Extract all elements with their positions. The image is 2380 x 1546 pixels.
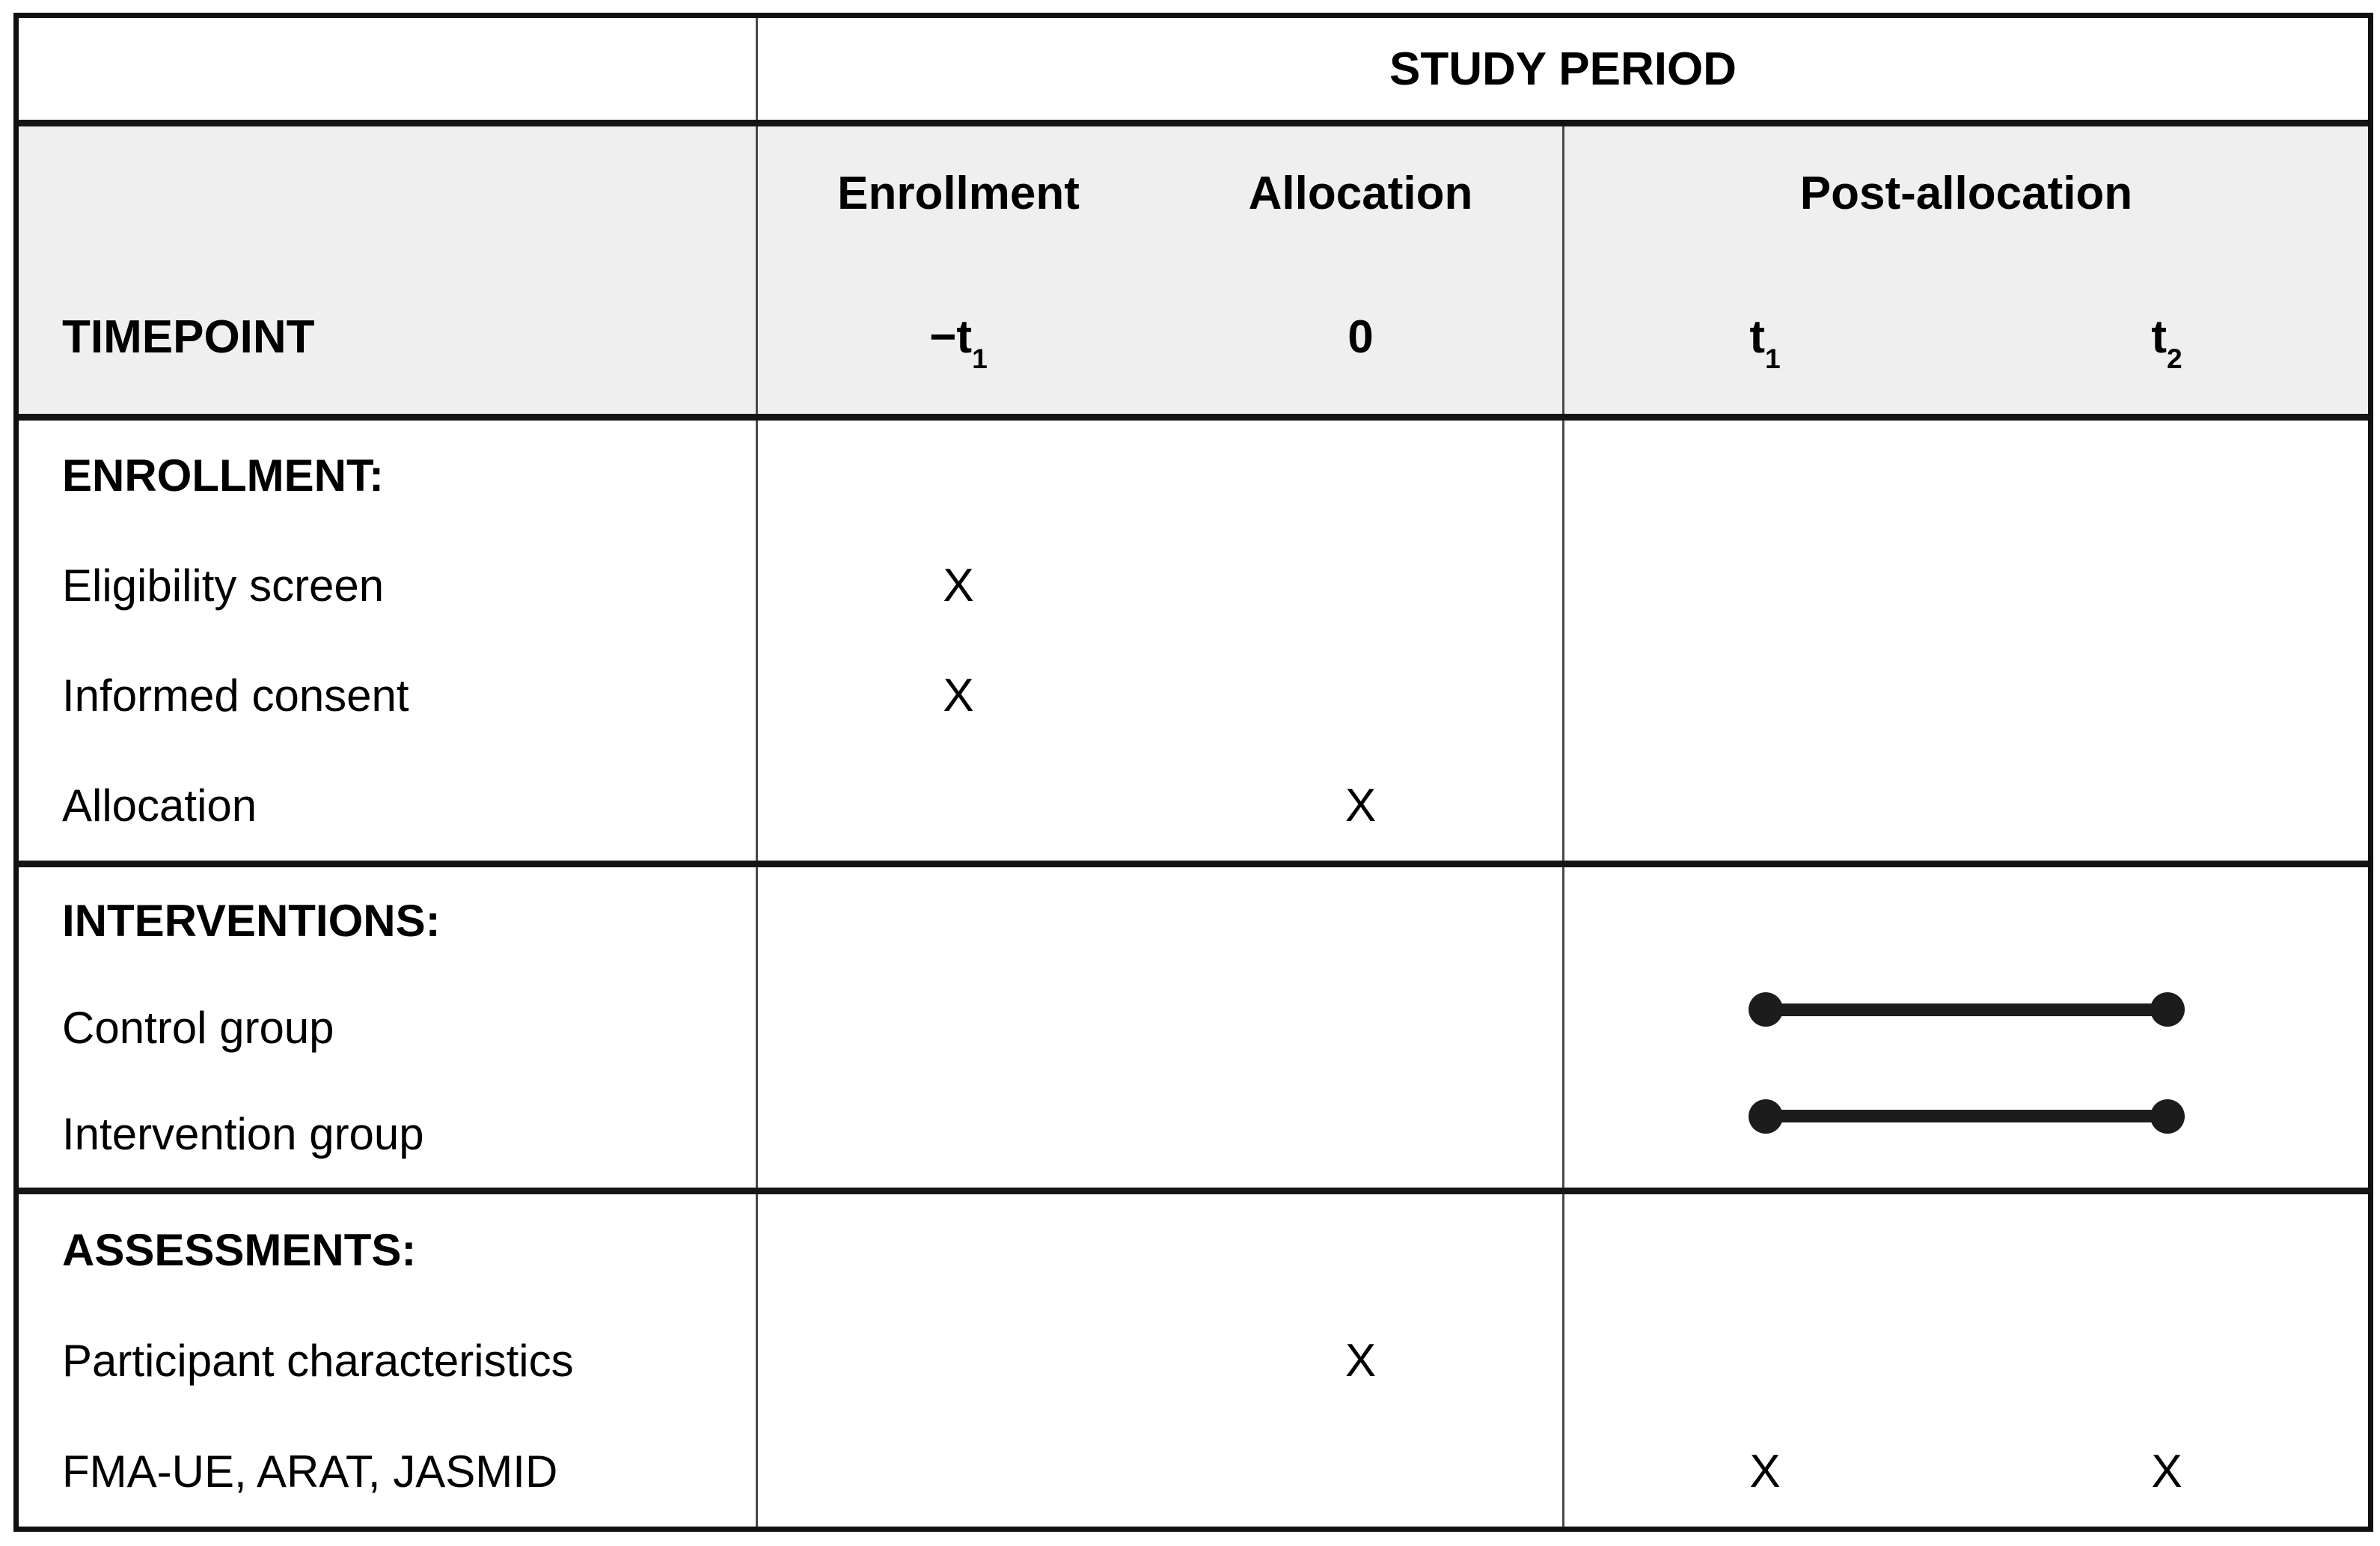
section-interventions: INTERVENTIONS: Control group Interventio… bbox=[19, 867, 2368, 1194]
empty-cell bbox=[756, 1081, 1562, 1188]
column-group-enrollment: Enrollment bbox=[756, 126, 1159, 260]
timepoint-value: t2 bbox=[2151, 311, 2182, 375]
timepoint-row-label: TIMEPOINT bbox=[62, 311, 315, 363]
timepoint-t2: t2 bbox=[1966, 260, 2368, 414]
empty-cell bbox=[1562, 1194, 2368, 1305]
mark-cell bbox=[1159, 641, 1562, 751]
mark-cell bbox=[756, 1305, 1159, 1416]
x-mark-cell: X bbox=[1345, 780, 1377, 831]
row-label-outcome-measures: FMA-UE, ARAT, JASMID bbox=[62, 1446, 558, 1497]
row-label-participant-characteristics: Participant characteristics bbox=[62, 1335, 574, 1386]
row-label-informed-consent: Informed consent bbox=[62, 670, 409, 721]
timepoint-value: t1 bbox=[1749, 311, 1781, 375]
x-mark-cell: X bbox=[2151, 1445, 2182, 1497]
header-empty-cell bbox=[19, 126, 756, 260]
mark-cell bbox=[756, 1416, 1159, 1527]
mark-cell bbox=[1159, 531, 1562, 641]
empty-cell bbox=[756, 867, 1562, 974]
mark-cell bbox=[1562, 751, 1966, 861]
x-mark-cell: X bbox=[756, 641, 1159, 751]
control-group-period-cell bbox=[1562, 974, 2368, 1081]
empty-cell bbox=[756, 1194, 1562, 1305]
x-mark-cell: X bbox=[1562, 1416, 1966, 1527]
study-period-header: STUDY PERIOD bbox=[756, 18, 2368, 120]
mark-cell bbox=[1159, 1416, 1562, 1527]
duration-bar-t1-t2 bbox=[1765, 1110, 2168, 1122]
section-header-interventions: INTERVENTIONS: bbox=[62, 896, 441, 946]
mark-cell bbox=[756, 751, 1159, 861]
timepoint-zero: 0 bbox=[1159, 260, 1562, 414]
mark-cell bbox=[1966, 531, 2368, 641]
timepoint-value: −t1 bbox=[929, 311, 988, 375]
timepoint-minus-t1: −t1 bbox=[756, 260, 1159, 414]
section-assessments: ASSESSMENTS: Participant characteristics… bbox=[19, 1194, 2368, 1527]
mark-cell bbox=[1562, 1305, 1966, 1416]
timepoint-value: 0 bbox=[1347, 311, 1374, 363]
empty-cell bbox=[1562, 421, 2368, 531]
mark-cell bbox=[1562, 531, 1966, 641]
intervention-group-period-cell bbox=[1562, 1081, 2368, 1188]
timepoint-t1: t1 bbox=[1562, 260, 1966, 414]
row-label-control-group: Control group bbox=[62, 1002, 334, 1053]
duration-bar-t1-t2 bbox=[1765, 1003, 2168, 1016]
section-header-enrollment: ENROLLMENT: bbox=[62, 450, 384, 501]
row-label-allocation: Allocation bbox=[62, 780, 257, 831]
empty-cell bbox=[756, 421, 1562, 531]
x-mark-cell: X bbox=[1345, 1334, 1377, 1387]
section-header-assessments: ASSESSMENTS: bbox=[62, 1224, 417, 1275]
corner-empty-cell bbox=[19, 18, 756, 120]
column-group-allocation: Allocation bbox=[1248, 167, 1473, 219]
schedule-table: STUDY PERIOD Enrollment Allocation Post-… bbox=[13, 13, 2373, 1532]
header-band: Enrollment Allocation Post-allocation TI… bbox=[19, 126, 2368, 421]
row-label-intervention-group: Intervention group bbox=[62, 1109, 424, 1159]
mark-cell bbox=[1562, 641, 1966, 751]
study-period-row: STUDY PERIOD bbox=[19, 18, 2368, 126]
mark-cell bbox=[1966, 641, 2368, 751]
row-label-eligibility-screen: Eligibility screen bbox=[62, 560, 385, 611]
empty-cell bbox=[1562, 867, 2368, 974]
section-enrollment: ENROLLMENT: Eligibility screen X Informe… bbox=[19, 421, 2368, 867]
empty-cell bbox=[756, 974, 1562, 1081]
mark-cell bbox=[1966, 1305, 2368, 1416]
x-mark-cell: X bbox=[756, 531, 1159, 641]
column-group-post-allocation: Post-allocation bbox=[1562, 126, 2368, 260]
mark-cell bbox=[1966, 751, 2368, 861]
